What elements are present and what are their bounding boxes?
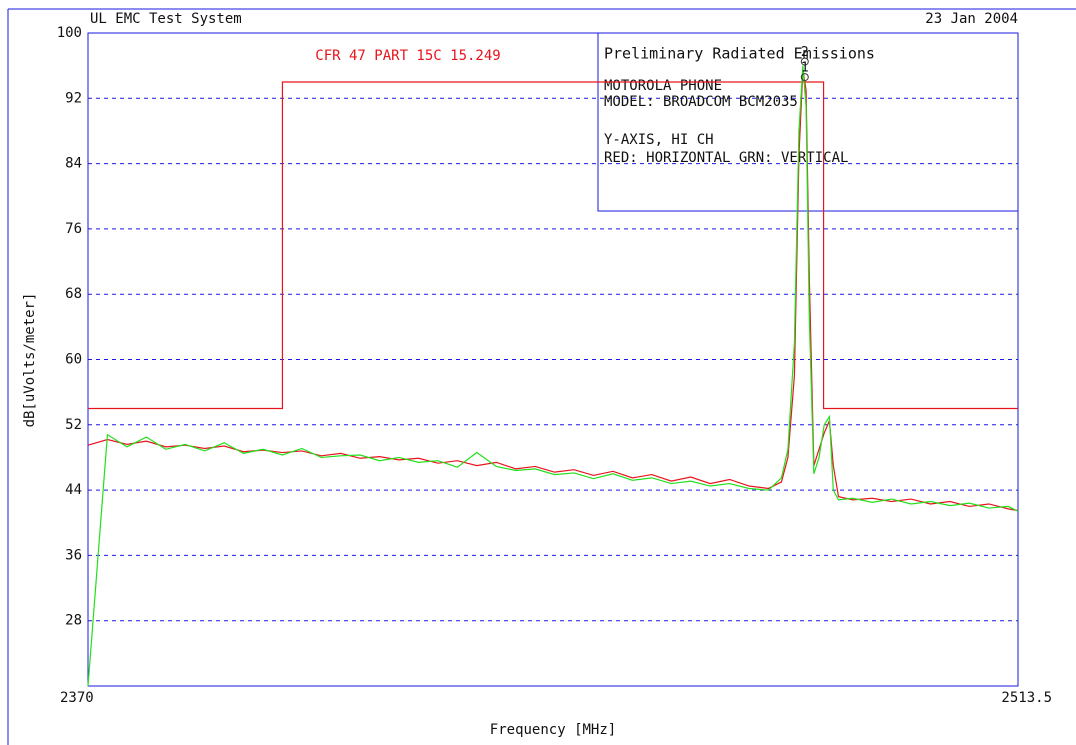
info-line: Preliminary Radiated Emissions (604, 45, 875, 63)
y-tick-label: 68 (65, 286, 82, 302)
peak-marker-label: 2 (801, 45, 809, 60)
info-line: Y-AXIS, HI CH (604, 132, 714, 148)
x-axis-label: Frequency [MHz] (490, 722, 616, 738)
peak-marker-label: 1 (801, 61, 809, 76)
y-tick-label: 76 (65, 221, 82, 237)
limit-line (88, 81, 1018, 410)
data-line (87, 69, 1019, 512)
y-tick-label: 36 (65, 547, 82, 563)
header-left: UL EMC Test System (90, 11, 242, 27)
y-tick-label: 44 (65, 482, 82, 498)
plot-frame (87, 32, 1019, 687)
peak-marker (800, 57, 809, 66)
y-tick-label: 52 (65, 417, 82, 433)
y-tick-label: 84 (65, 156, 82, 172)
peak-marker (800, 73, 809, 82)
data-line (87, 65, 1019, 687)
info-line: MOTOROLA PHONE (604, 78, 722, 94)
info-line: RED: HORIZONTAL GRN: VERTICAL (604, 150, 848, 166)
y-tick-label: 60 (65, 352, 82, 368)
x-tick-label: 2513.5 (1001, 690, 1052, 706)
limit-label: CFR 47 PART 15C 15.249 (315, 48, 500, 64)
header-right: 23 Jan 2004 (925, 11, 1018, 27)
y-tick-label: 28 (65, 613, 82, 629)
x-tick-label: 2370 (60, 690, 94, 706)
y-tick-label: 92 (65, 90, 82, 106)
info-line: MODEL: BROADCOM BCM2035 (604, 94, 798, 110)
y-tick-label: 100 (57, 25, 82, 41)
y-axis-label: dB[uVolts/meter] (22, 293, 38, 428)
